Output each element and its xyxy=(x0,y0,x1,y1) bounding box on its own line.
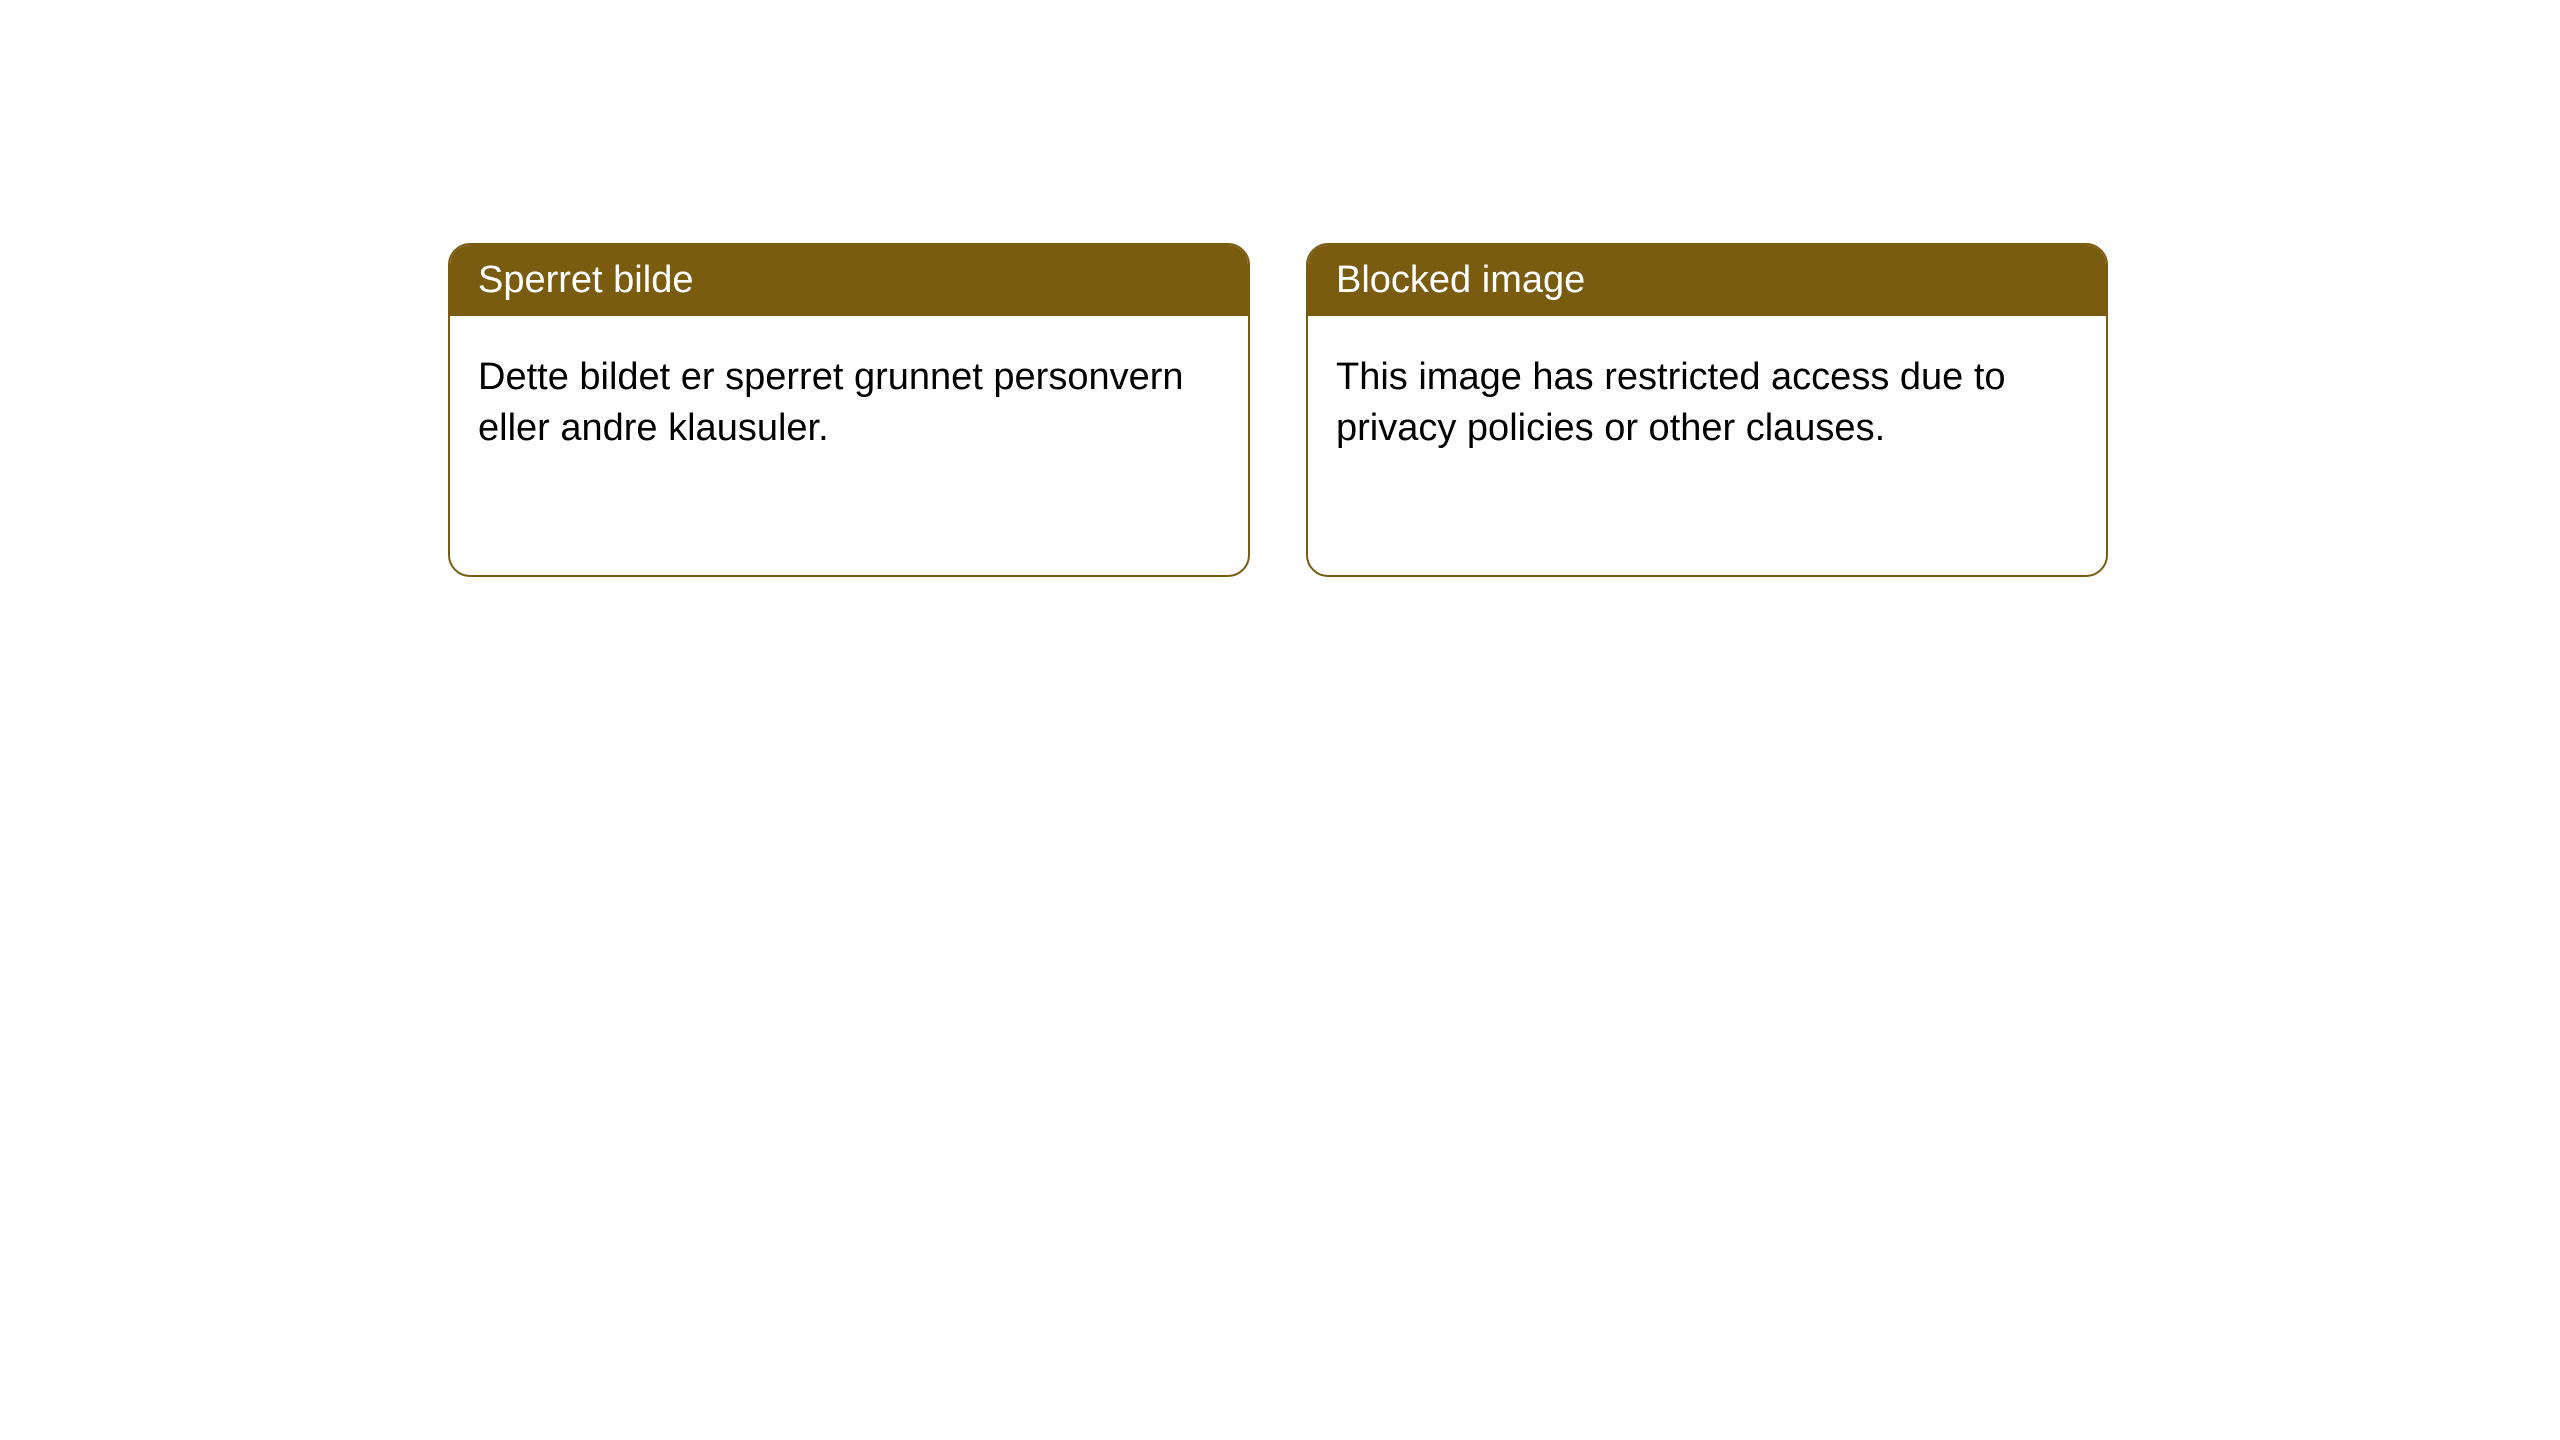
notice-card-norwegian: Sperret bilde Dette bildet er sperret gr… xyxy=(448,243,1250,577)
notice-body: This image has restricted access due to … xyxy=(1308,316,2106,490)
notice-card-english: Blocked image This image has restricted … xyxy=(1306,243,2108,577)
notice-title: Sperret bilde xyxy=(450,245,1248,316)
notice-container: Sperret bilde Dette bildet er sperret gr… xyxy=(448,243,2108,577)
notice-body: Dette bildet er sperret grunnet personve… xyxy=(450,316,1248,490)
notice-title: Blocked image xyxy=(1308,245,2106,316)
